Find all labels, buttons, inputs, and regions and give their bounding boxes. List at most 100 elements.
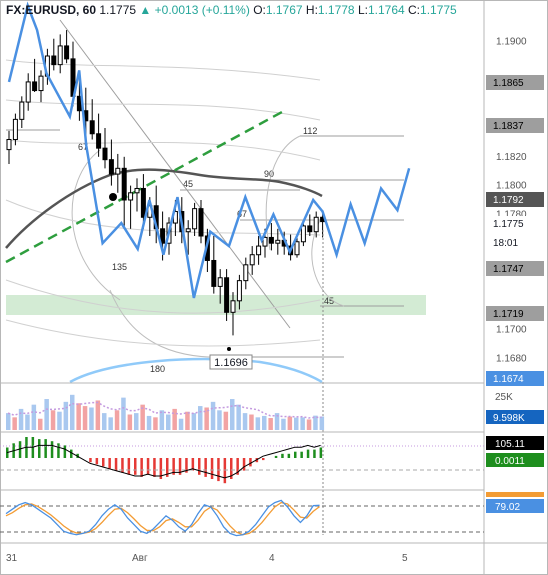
open-label: O: [253,3,266,17]
price-label: 1.1747 [493,264,524,275]
volume-bar [249,414,254,430]
change-arrow-icon: ▲ [139,3,152,17]
volume-bar [262,415,267,430]
volume-bar [281,418,286,430]
candle-body [96,133,102,149]
macd-hist-bar [166,458,169,477]
volume-bar [287,416,293,430]
candle-body [64,45,70,60]
volume-bar [274,413,280,430]
candle-body [38,75,44,92]
candle-body [115,167,121,175]
macd-hist-bar [319,447,323,458]
candle-body [211,259,217,287]
stoch-accent [486,492,544,497]
macd-hist-bar [89,458,92,463]
candle-body [300,225,306,243]
macd-hist-bar [159,458,163,479]
macd-signal-line [6,444,321,479]
symbol-legend: FX:EURUSD, 60 1.1775 ▲ +0.0013 (+0.11%) … [6,3,457,17]
stoch-axis: 79.02 [486,492,544,513]
volume-bar [70,394,75,430]
volume-bar [300,417,305,430]
macd-pane [6,437,323,484]
macd-hist-bar [127,458,131,475]
price-tick: 1.1900 [496,37,527,48]
price-label-box [486,306,544,321]
macd-hist-bar [300,451,303,458]
macd-hist-bar [242,458,246,471]
volume-bar [294,417,299,430]
stoch-d-line [5,501,320,536]
macd-hist-bar [281,453,284,458]
gann-label: 180 [150,364,165,374]
macd-last-label-2: 0.0011 [495,456,525,467]
volume-bar [159,410,165,430]
candle-body [198,208,204,237]
macd-hist-bar [102,458,105,467]
close-value: 1.1775 [420,3,457,17]
volume-bar [268,418,273,430]
volume-bar [114,410,120,430]
volume-bar [140,404,145,430]
price-label-box [486,261,544,276]
candle-body [256,245,262,256]
macd-label-box-1 [486,436,544,450]
macd-hist-bar [153,458,156,477]
macd-hist-bar [140,458,143,477]
candle-body [57,45,63,66]
volume-bar [230,399,235,430]
macd-hist-bar [274,455,278,458]
macd-hist-bar [262,458,265,461]
price-label-box [486,192,544,207]
macd-hist-bar [146,458,150,475]
volume-bar [57,411,62,430]
candle-body [236,280,242,302]
gann-label: 45 [324,296,334,306]
macd-label-box-2 [486,453,544,467]
volume-bar [25,414,30,430]
volume-bar [198,406,203,430]
candle-body [185,228,191,233]
candle-body [89,120,95,135]
volume-bar [236,404,241,430]
volume-bar [146,415,152,430]
volume-bar [127,414,133,430]
time-tick: Авг [132,553,148,564]
candle-body [262,236,268,247]
macd-hist-bar [38,439,41,458]
time-tick: 5 [402,553,408,564]
volume-bar [95,400,101,430]
candle-body [134,187,140,194]
gann-label: 112 [303,126,317,136]
gann-label: 90 [264,169,274,179]
volume-bar [89,407,94,430]
symbol-name: FX:EURUSD, 60 [6,3,97,17]
price-labels: 1.1865 1.1837 1.1792 1.1775 18:01 1.1747 1.171… [486,75,544,386]
change-value: +0.0013 (+0.11%) [154,3,250,17]
macd-hist-bar [172,458,175,475]
volume-bar [38,418,43,430]
volume-last-label: 9.598K [493,413,525,424]
volume-bar [44,399,49,430]
open-value: 1.1767 [265,3,303,17]
price-label-box [486,75,544,90]
macd-axis: 105.11 0.0011 [486,436,544,467]
stoch-label-box [486,499,544,513]
candle-body [102,147,108,161]
candle-body [25,81,31,103]
volume-bar [178,418,184,430]
candle-body [249,254,255,266]
macd-hist-bar [44,439,47,458]
gann-label: 67 [237,209,247,219]
volume-bar [313,415,318,430]
macd-hist-bar [191,458,195,471]
volume-bar [210,401,216,430]
price-label: 1.1792 [493,195,524,206]
price-tick: 1.1820 [496,152,527,163]
volume-bar [153,417,158,430]
candle-body [6,139,12,151]
low-label: 1.1696 [209,354,253,370]
